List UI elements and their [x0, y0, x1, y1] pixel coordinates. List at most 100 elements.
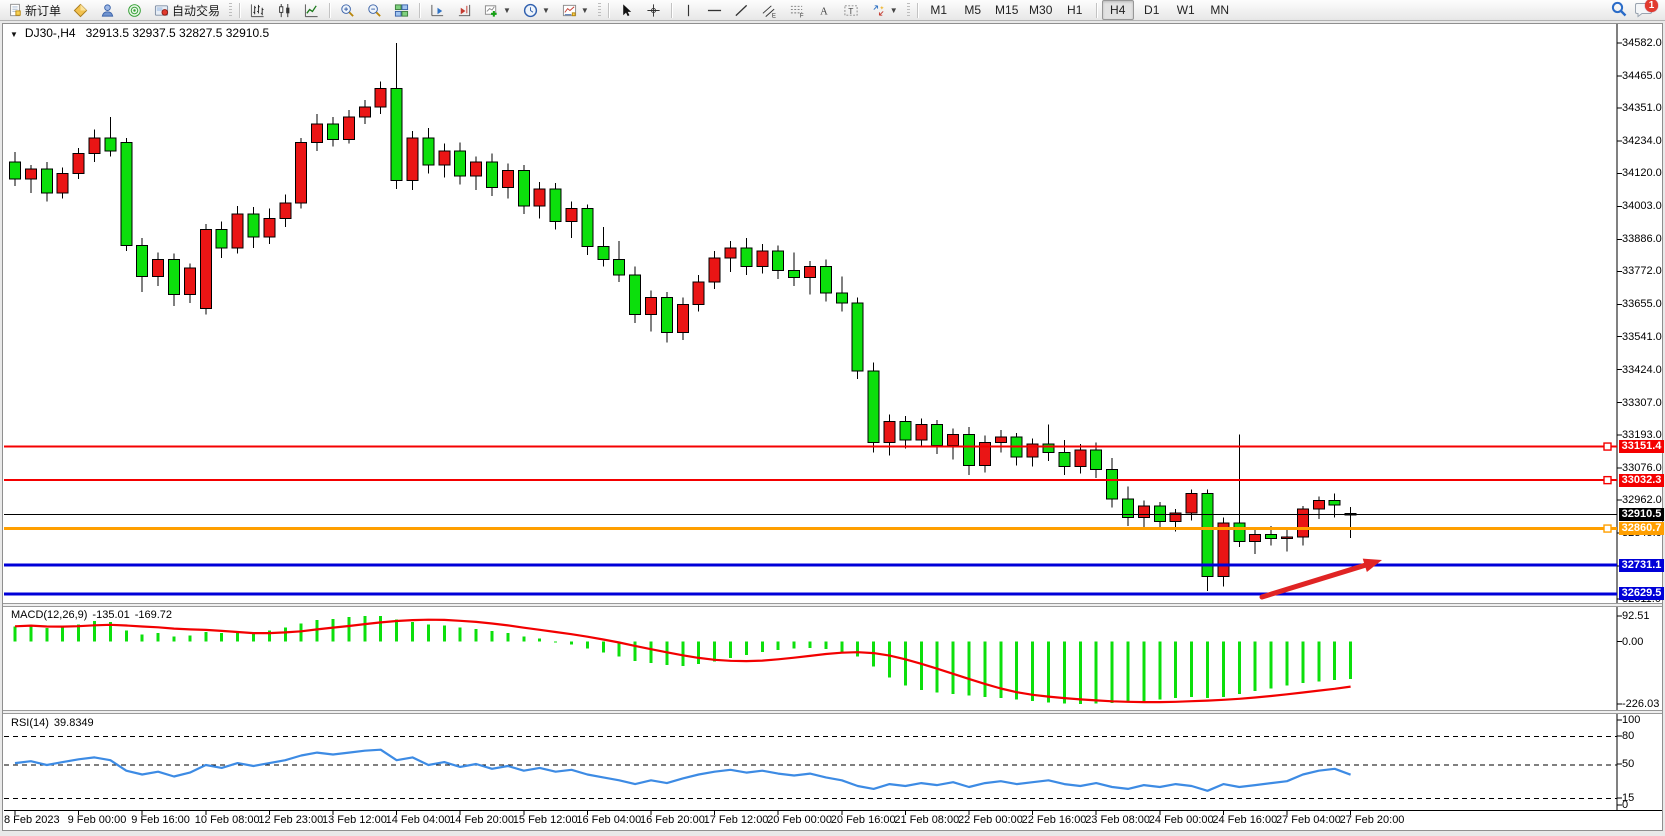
macd-histogram-bar: [108, 622, 112, 642]
gold-diamond-icon: [73, 3, 88, 18]
macd-histogram-bar: [1349, 641, 1353, 679]
line-chart-button[interactable]: [299, 0, 324, 20]
time-axis-label[interactable]: 12 Feb 23:00: [258, 814, 324, 826]
text-label-tool[interactable]: T: [838, 0, 864, 20]
chart-window[interactable]: [2, 23, 1663, 831]
time-axis-label[interactable]: 8 Feb 2023: [4, 814, 60, 826]
rsi-line: [14, 748, 1351, 792]
pane-separator-macd[interactable]: [3, 603, 1662, 607]
vertical-line-tool[interactable]: [677, 0, 700, 20]
time-axis-label[interactable]: 14 Feb 20:00: [449, 814, 515, 826]
macd-histogram-bar: [1237, 641, 1241, 694]
time-axis-label[interactable]: 20 Feb 16:00: [830, 814, 896, 826]
chart-symbol-header[interactable]: ▼ DJ30-,H4 32913.5 32937.5 32827.5 32910.5: [10, 26, 269, 40]
chart-symbol-label: DJ30-,H4: [24, 26, 76, 40]
time-axis-label[interactable]: 9 Feb 00:00: [67, 814, 127, 826]
timeframe-m5[interactable]: M5: [964, 3, 982, 17]
crosshair-tool-button[interactable]: [641, 0, 666, 20]
candle-body: [819, 265, 832, 294]
notifications-button[interactable]: 1: [1634, 0, 1658, 19]
macd-histogram-bar: [29, 624, 33, 642]
time-axis-label[interactable]: 24 Feb 00:00: [1148, 814, 1214, 826]
macd-histogram-bar: [188, 635, 192, 642]
horizontal-line-tool[interactable]: [702, 0, 727, 20]
bar-chart-icon: [250, 3, 265, 18]
timeframe-mn[interactable]: MN: [1210, 3, 1230, 17]
zoom-in-button[interactable]: [335, 0, 360, 20]
indicators-button[interactable]: ▼: [479, 0, 516, 20]
dropdown-caret[interactable]: ▼: [889, 5, 898, 15]
candle-body: [867, 370, 880, 444]
zoom-out-button[interactable]: [362, 0, 387, 20]
toolbar-separator: [329, 2, 331, 18]
time-axis-label[interactable]: 27 Feb 20:00: [1339, 814, 1405, 826]
equidistant-channel-tool[interactable]: E: [756, 0, 782, 20]
time-axis-label[interactable]: 22 Feb 00:00: [958, 814, 1023, 826]
rsi-scale-label: 50: [1622, 758, 1635, 770]
tile-windows-button[interactable]: [389, 0, 414, 20]
time-axis-label[interactable]: 27 Feb 04:00: [1276, 814, 1341, 826]
navigator-button[interactable]: [95, 0, 120, 20]
dropdown-caret[interactable]: ▼: [503, 5, 511, 15]
chart-menu-arrow-icon[interactable]: ▼: [10, 30, 18, 39]
market-watch-button[interactable]: [68, 0, 93, 20]
text-tool[interactable]: A: [812, 0, 836, 20]
fibonacci-icon: F: [789, 3, 805, 18]
autotrading-button[interactable]: 自动交易: [149, 0, 225, 20]
search-icon[interactable]: [1610, 0, 1628, 21]
candle-body: [120, 141, 133, 246]
template-button[interactable]: ▼: [557, 0, 594, 20]
time-axis-label[interactable]: 22 Feb 16:00: [1021, 814, 1087, 826]
macd-histogram-bar: [1126, 641, 1130, 702]
timeframe-m15[interactable]: M15: [995, 3, 1019, 17]
timeframe-m1[interactable]: M1: [930, 3, 948, 17]
toolbar-drag-handle[interactable]: [597, 3, 601, 17]
timeframe-h4[interactable]: H4: [1101, 0, 1134, 20]
time-axis-label[interactable]: 16 Feb 04:00: [576, 814, 642, 826]
new-order-button[interactable]: 新订单: [3, 0, 66, 20]
chart-shift-button[interactable]: [452, 0, 477, 20]
time-axis-label[interactable]: 16 Feb 20:00: [640, 814, 705, 826]
price-tick-label: 33772.0: [1622, 265, 1662, 278]
macd-histogram-bar: [744, 641, 748, 655]
chart-shift-icon: [457, 3, 472, 18]
macd-histogram-bar: [1078, 641, 1082, 704]
time-axis-label[interactable]: 13 Feb 12:00: [322, 814, 387, 826]
arrows-tool[interactable]: ▼: [866, 0, 903, 20]
time-axis-label[interactable]: 9 Feb 16:00: [131, 814, 190, 826]
timeframe-h1[interactable]: H1: [1067, 3, 1083, 17]
bar-chart-button[interactable]: [245, 0, 270, 20]
macd-histogram-bar: [299, 623, 303, 642]
time-axis-label[interactable]: 17 Feb 12:00: [703, 814, 769, 826]
time-axis-label[interactable]: 14 Feb 04:00: [385, 814, 451, 826]
toolbar-drag-handle[interactable]: [229, 3, 233, 17]
macd-histogram-bar: [395, 619, 399, 642]
time-axis-label[interactable]: 24 Feb 16:00: [1212, 814, 1278, 826]
macd-histogram-bar: [156, 633, 160, 642]
trendline-tool[interactable]: [729, 0, 754, 20]
timeframe-m30[interactable]: M30: [1029, 3, 1053, 17]
time-axis-label[interactable]: 20 Feb 00:00: [767, 814, 833, 826]
time-axis-label[interactable]: 23 Feb 08:00: [1085, 814, 1151, 826]
time-axis-label[interactable]: 15 Feb 12:00: [512, 814, 578, 826]
macd-histogram-bar: [252, 631, 255, 642]
timeframe-w1[interactable]: W1: [1176, 3, 1195, 17]
time-axis-label[interactable]: 21 Feb 08:00: [894, 814, 960, 826]
rsi-scale-label: 80: [1622, 730, 1635, 742]
fibonacci-tool[interactable]: F: [784, 0, 810, 20]
time-axis-label[interactable]: 10 Feb 08:00: [194, 814, 260, 826]
candle-body: [24, 168, 37, 180]
cursor-tool-button[interactable]: [614, 0, 639, 20]
toolbar-drag-handle[interactable]: [906, 3, 910, 17]
dropdown-caret[interactable]: ▼: [580, 5, 589, 15]
timeframe-d1[interactable]: D1: [1144, 3, 1160, 17]
macd-histogram-bar: [713, 641, 717, 662]
dropdown-caret[interactable]: ▼: [541, 5, 550, 15]
pane-separator-rsi[interactable]: [3, 710, 1662, 714]
periods-button[interactable]: ▼: [518, 0, 555, 20]
candlestick-chart-button[interactable]: [272, 0, 297, 20]
candle-body: [374, 88, 387, 108]
auto-scroll-button[interactable]: [425, 0, 450, 20]
signals-button[interactable]: [122, 0, 147, 20]
